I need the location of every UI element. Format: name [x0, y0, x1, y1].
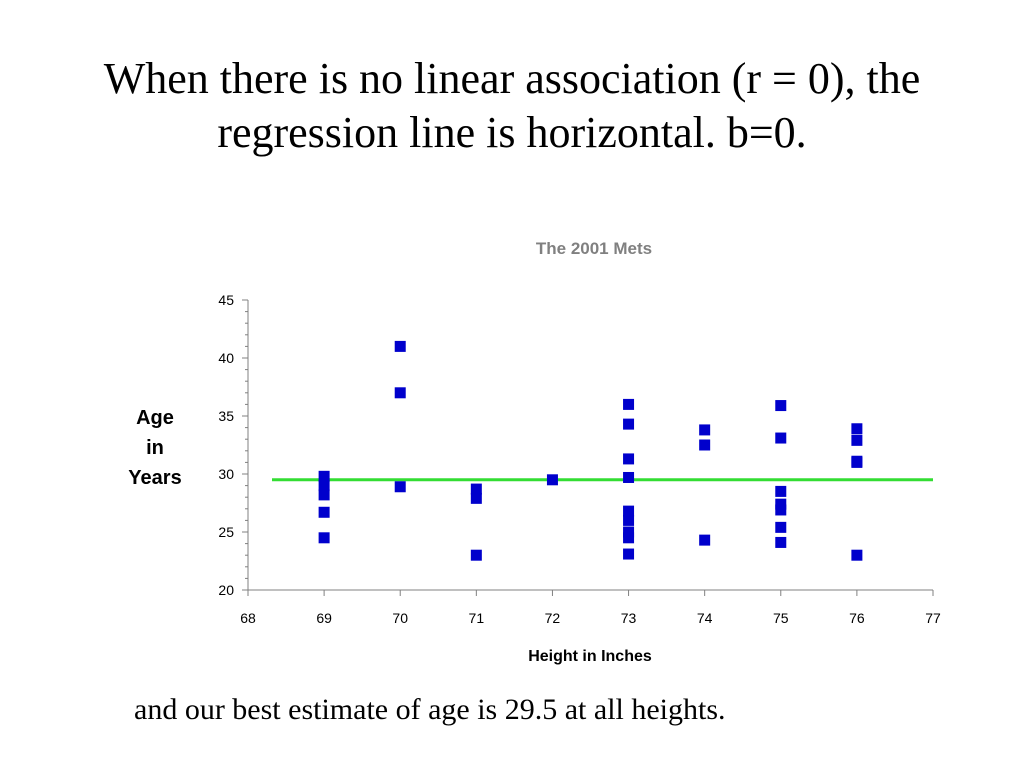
- data-point: [775, 432, 787, 444]
- data-point: [623, 471, 635, 483]
- data-point: [318, 506, 330, 518]
- data-point: [318, 470, 330, 482]
- data-point: [699, 439, 711, 451]
- data-point: [394, 340, 406, 352]
- data-point: [775, 498, 787, 510]
- data-point: [318, 532, 330, 544]
- data-point: [851, 549, 863, 561]
- y-axis-title-line: Years: [128, 467, 181, 489]
- y-axis-title-line: in: [146, 437, 164, 459]
- data-point: [699, 534, 711, 546]
- y-tick-label: 30: [218, 466, 234, 482]
- data-point: [470, 492, 482, 504]
- x-tick-label: 70: [392, 610, 408, 626]
- x-tick-label: 68: [240, 610, 256, 626]
- x-tick-label: 77: [925, 610, 941, 626]
- x-tick-label: 76: [849, 610, 865, 626]
- data-point: [699, 424, 711, 436]
- data-point: [775, 521, 787, 533]
- slide-title-line-1: When there is no linear association (r =…: [103, 54, 921, 103]
- data-point: [623, 526, 635, 538]
- data-point: [470, 549, 482, 561]
- x-tick-label: 74: [697, 610, 713, 626]
- y-tick-label: 45: [218, 292, 234, 308]
- slide-title: When there is no linear association (r =…: [40, 52, 984, 160]
- data-point: [394, 481, 406, 493]
- x-axis-title: Height in Inches: [528, 648, 652, 665]
- data-point: [394, 387, 406, 399]
- data-point: [623, 453, 635, 465]
- data-point: [623, 548, 635, 560]
- data-point: [851, 423, 863, 435]
- y-axis-title: Age in Years: [128, 407, 181, 489]
- y-tick-label: 25: [218, 524, 234, 540]
- data-point: [623, 532, 635, 544]
- chart-title: The 2001 Mets: [536, 239, 652, 258]
- x-tick-label: 71: [469, 610, 485, 626]
- data-point: [775, 485, 787, 497]
- x-tick-label: 75: [773, 610, 789, 626]
- data-point: [470, 483, 482, 495]
- y-tick-label: 40: [218, 350, 234, 366]
- data-point: [851, 456, 863, 468]
- data-point: [775, 400, 787, 412]
- data-point: [623, 505, 635, 517]
- data-point: [851, 434, 863, 446]
- y-tick-label: 20: [218, 582, 234, 598]
- data-point: [318, 489, 330, 501]
- x-tick-label: 72: [545, 610, 561, 626]
- slide-title-line-2: regression line is horizontal. b=0.: [217, 108, 807, 157]
- x-tick-label: 73: [621, 610, 637, 626]
- caption: and our best estimate of age is 29.5 at …: [134, 693, 726, 726]
- data-point: [623, 514, 635, 526]
- data-point: [775, 536, 787, 548]
- data-point: [623, 418, 635, 430]
- x-tick-label: 69: [316, 610, 332, 626]
- data-points: [318, 340, 863, 561]
- data-point: [623, 398, 635, 410]
- y-tick-label: 35: [218, 408, 234, 424]
- y-axis-title-line: Age: [136, 407, 174, 429]
- data-point: [546, 474, 558, 486]
- data-point: [775, 504, 787, 516]
- axis-ticks: 68 69 70 71 72 73 74 75 76 77 20 25 30 35 40 45: [218, 292, 941, 626]
- data-point: [318, 480, 330, 492]
